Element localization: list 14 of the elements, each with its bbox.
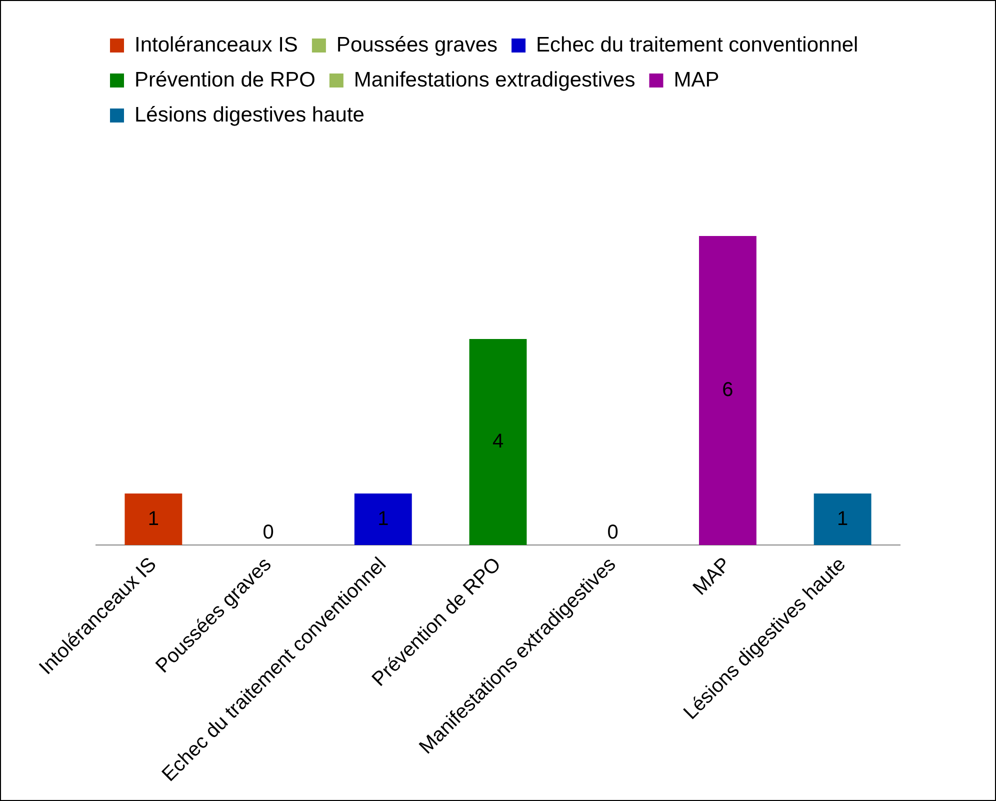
legend-label: Poussées graves [336,33,498,56]
data-label: 0 [262,522,274,544]
legend-label: MAP [674,68,720,92]
data-label: 4 [492,430,504,453]
data-label: 0 [607,522,618,544]
legend-label: Lésions digestives haute [134,103,364,126]
legend-label: Manifestations extradigestives [354,68,636,92]
legend-label: Prévention de RPO [134,68,316,92]
legend-label: Intoléranceaux IS [134,33,298,56]
data-label: 6 [722,379,734,402]
legend-label: Echec du traitement conventionnel [536,33,858,56]
data-label: 1 [148,508,159,530]
data-label: 1 [378,508,389,530]
data-label: 1 [837,508,848,530]
